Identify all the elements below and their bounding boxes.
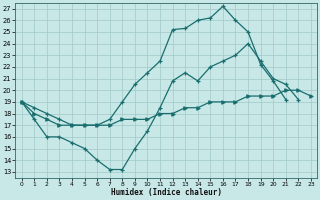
X-axis label: Humidex (Indice chaleur): Humidex (Indice chaleur) [111,188,222,197]
